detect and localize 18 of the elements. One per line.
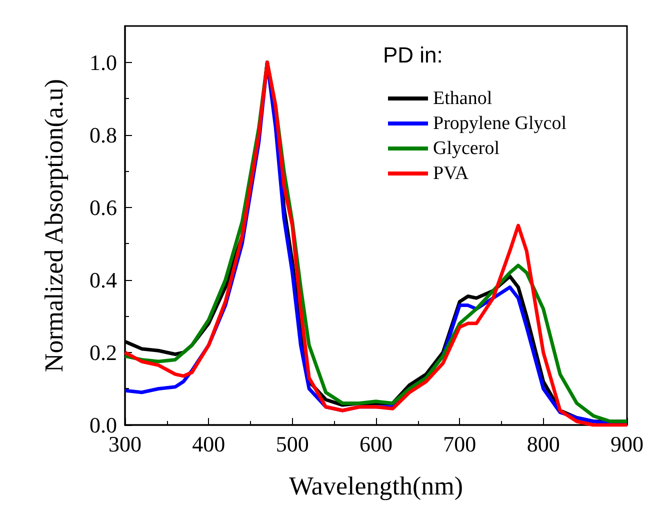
legend-label: Glycerol (433, 138, 500, 159)
x-tick-label: 800 (526, 432, 560, 456)
x-tick-label: 400 (192, 432, 226, 456)
y-tick-label: 0.4 (90, 267, 117, 292)
x-tick-label: 700 (443, 432, 476, 456)
legend-label: Ethanol (433, 88, 492, 109)
y-tick-label: 0.6 (90, 194, 117, 220)
legend-label: PVA (433, 163, 469, 184)
legend-label: Propylene Glycol (433, 113, 567, 134)
y-tick-label: 1.0 (90, 50, 117, 75)
x-tick-label: 900 (610, 432, 644, 456)
x-tick-label: 500 (276, 432, 309, 456)
legend-title: PD in: (383, 42, 443, 68)
x-tick-label: 600 (360, 432, 392, 456)
y-tick-label: 0.8 (90, 122, 117, 148)
x-axis-title: Wavelength(nm) (288, 472, 464, 500)
y-axis-title: Normalized Absorption(a.u) (40, 78, 68, 372)
y-tick-label: 0.2 (90, 340, 117, 365)
